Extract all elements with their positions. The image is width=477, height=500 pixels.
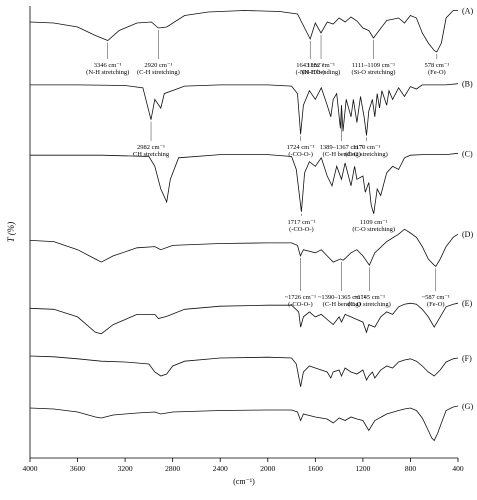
peak-annotation: ~1390–1365 cm⁻¹(C-H bending) — [318, 261, 366, 308]
annotation-text: ~1390–1365 cm⁻¹ — [318, 294, 366, 301]
x-tick-label: 800 — [405, 464, 417, 473]
x-tick-label: 2800 — [165, 464, 180, 473]
annotation-text: (C-H bending) — [323, 301, 361, 308]
annotation-text: (C-O stretching) — [345, 151, 388, 158]
series-label: (A) — [462, 7, 473, 16]
peak-annotation: 1170 cm⁻¹(C-O stretching) — [345, 137, 388, 158]
series-label: (F) — [462, 354, 472, 363]
spectra-series-group: (A) (B) (C) (D) (E) (F) (G) — [29, 7, 473, 442]
y-axis-label: T (%) — [6, 222, 16, 243]
annotation-text: 1111–1109 cm⁻¹ — [352, 62, 395, 69]
series-label: (C) — [462, 149, 473, 158]
series-label: (G) — [462, 402, 473, 411]
peak-annotation: 2982 cm⁻¹CH stretching — [133, 121, 170, 158]
spectrum-line-3 — [30, 152, 459, 214]
peak-annotation: 1109 cm⁻¹(C-O stretching) — [352, 215, 395, 233]
x-tick-label: 1200 — [355, 464, 370, 473]
annotation-text: 1389–1367 cm⁻¹ — [320, 144, 364, 151]
x-tick-label: 1600 — [308, 464, 323, 473]
annotation-text: (C-O stretching) — [348, 301, 391, 308]
x-tick-label: 4000 — [23, 464, 38, 473]
x-axis-label: (cm⁻¹) — [233, 477, 255, 486]
x-axis-ticks: 4000 3600 3200 2800 2400 2000 1600 1200 800 400 — [23, 458, 464, 473]
annotation-text: (N-H bending) — [302, 69, 340, 76]
annotation-text: (Fe-O) — [428, 69, 446, 76]
annotation-text: (-CO-O-) — [289, 226, 314, 233]
annotation-text: (N-H stretching) — [86, 69, 129, 76]
x-tick-label: 3600 — [70, 464, 85, 473]
annotation-text: 1643 cm⁻¹ — [296, 62, 324, 69]
annotation-text: 2920 cm⁻¹ — [144, 62, 172, 69]
spectrum-line-2 — [30, 83, 459, 136]
annotation-text: (-CO-O-) — [288, 301, 313, 308]
annotation-text: 1724 cm⁻¹ — [287, 144, 315, 151]
series-label: (B) — [462, 80, 473, 89]
annotation-text: 3346 cm⁻¹ — [94, 62, 122, 69]
annotation-text: (Si-O stretching) — [352, 69, 396, 76]
peak-annotation: 1552 cm⁻¹(N-H bending) — [302, 35, 340, 76]
annotation-text: 1109 cm⁻¹ — [360, 219, 388, 226]
annotation-text: ~587 cm⁻¹ — [422, 294, 450, 301]
x-tick-label: 2400 — [213, 464, 228, 473]
annotation-text: (C-H stretching) — [137, 69, 180, 76]
peak-annotation: 2920 cm⁻¹(C-H stretching) — [137, 30, 180, 76]
peak-annotation: 1724 cm⁻¹(-CO-O-) — [287, 136, 315, 158]
annotation-text: (C-H bending) — [323, 151, 361, 158]
peak-annotation: 1643 cm⁻¹(-NH-CO-) — [296, 41, 325, 76]
peak-annotation: ~1726 cm⁻¹(-CO-O-) — [285, 257, 317, 308]
series-label: (D) — [462, 230, 473, 239]
peak-annotation: 1111–1109 cm⁻¹(Si-O stretching) — [352, 40, 396, 76]
annotation-text: 2982 cm⁻¹ — [137, 144, 165, 151]
peak-annotation: 1717 cm⁻¹(-CO-O-) — [287, 213, 315, 233]
spectrum-line-7 — [29, 405, 459, 442]
annotation-text: (Fe-O) — [427, 301, 445, 308]
annotation-text: 578 cm⁻¹ — [424, 62, 449, 69]
peak-annotations-group: 3346 cm⁻¹(N-H stretching)2920 cm⁻¹(C-H s… — [86, 30, 450, 308]
x-tick-label: 2000 — [260, 464, 275, 473]
series-label: (E) — [462, 299, 473, 308]
x-tick-label: 3200 — [118, 464, 133, 473]
peak-annotation: ~587 cm⁻¹(Fe-O) — [422, 268, 450, 308]
x-tick-label: 400 — [452, 464, 464, 473]
peak-annotation: 578 cm⁻¹(Fe-O) — [424, 54, 449, 76]
spectrum-line-1 — [29, 10, 458, 53]
spectrum-line-5 — [29, 302, 459, 335]
axes-group: T (%) (cm⁻¹) — [6, 6, 458, 486]
annotation-text: (-CO-O-) — [288, 151, 313, 158]
peak-annotation: ~1145 cm⁻¹(C-O stretching) — [348, 267, 391, 308]
annotation-text: (C-O stretching) — [352, 226, 395, 233]
annotation-text: ~1145 cm⁻¹ — [354, 294, 385, 301]
annotation-text: 1170 cm⁻¹ — [353, 144, 381, 151]
peak-annotation: 3346 cm⁻¹(N-H stretching) — [86, 42, 129, 76]
peak-annotation: 1389–1367 cm⁻¹(C-H bending) — [320, 111, 364, 158]
spectrum-line-6 — [29, 355, 459, 387]
annotation-text: 1717 cm⁻¹ — [287, 219, 315, 226]
annotation-text: 1552 cm⁻¹ — [307, 62, 335, 69]
annotation-text: ~1726 cm⁻¹ — [285, 294, 317, 301]
spectrum-line-4 — [29, 228, 459, 267]
annotation-text: CH stretching — [133, 151, 170, 158]
annotation-text: (-NH-CO-) — [296, 69, 325, 76]
